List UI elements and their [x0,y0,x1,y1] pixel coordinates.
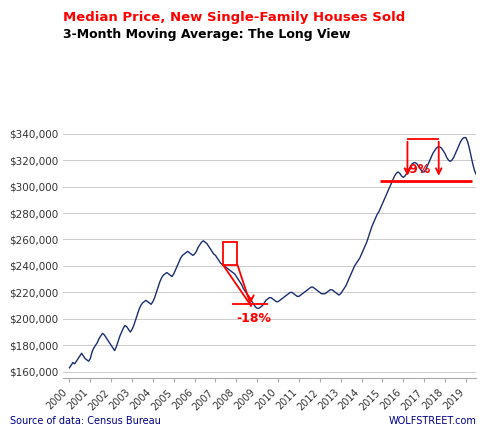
Text: Median Price, New Single-Family Houses Sold: Median Price, New Single-Family Houses S… [63,11,405,24]
Text: -18%: -18% [236,311,271,325]
Bar [223,242,237,264]
Text: WOLFSTREET.com: WOLFSTREET.com [388,416,476,426]
Text: Source of data: Census Bureau: Source of data: Census Bureau [10,416,160,426]
Text: 3-Month Moving Average: The Long View: 3-Month Moving Average: The Long View [63,28,351,41]
Text: -9%: -9% [404,163,431,176]
